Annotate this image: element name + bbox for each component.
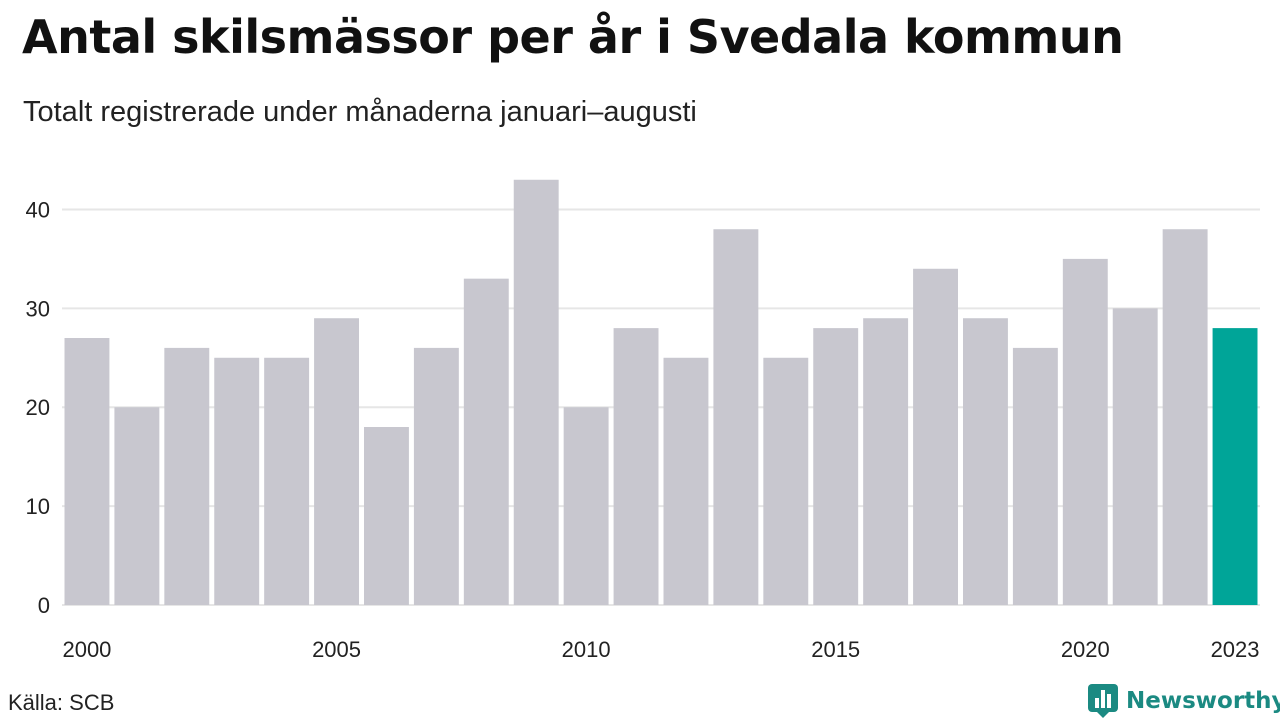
bar-2015	[813, 328, 859, 605]
bar-2010	[563, 407, 609, 605]
x-tick-label: 2005	[312, 637, 361, 662]
bar-2021	[1112, 308, 1158, 605]
chart-subtitle: Totalt registrerade under månaderna janu…	[23, 96, 697, 128]
y-tick-label: 40	[26, 197, 50, 222]
bar-2006	[364, 427, 409, 605]
bar-2008	[463, 278, 509, 605]
newsworthy-brand: Newsworthy	[1088, 684, 1280, 718]
bar-2018	[963, 318, 1008, 605]
x-tick-label: 2020	[1061, 637, 1110, 662]
bar-2014	[763, 357, 809, 605]
brand-name: Newsworthy	[1126, 688, 1280, 714]
bar-2020	[1062, 258, 1108, 605]
bar-2002	[164, 347, 210, 605]
bar-2011	[613, 328, 659, 605]
bar-2004	[264, 357, 310, 605]
bar-2022	[1162, 229, 1208, 605]
x-tick-label: 2023	[1211, 637, 1260, 662]
bar-2000	[64, 338, 110, 605]
source-note: Källa: SCB	[8, 690, 115, 715]
bar-2007	[413, 347, 459, 605]
bar-2016	[863, 318, 909, 605]
x-tick-label: 2010	[562, 637, 611, 662]
y-tick-label: 0	[38, 593, 50, 618]
bar-2012	[663, 357, 709, 605]
y-tick-label: 10	[26, 494, 50, 519]
bar-2013	[713, 229, 759, 605]
y-tick-label: 30	[26, 296, 50, 321]
y-tick-label: 20	[26, 395, 50, 420]
chart-title: Antal skilsmässor per år i Svedala kommu…	[22, 10, 1124, 64]
bar-2003	[214, 357, 260, 605]
bar-2019	[1012, 347, 1058, 605]
bar-2005	[314, 318, 359, 605]
newsworthy-logo-icon	[1088, 684, 1118, 718]
bar-2017	[913, 268, 958, 605]
x-tick-label: 2000	[62, 637, 111, 662]
bar-2023	[1212, 328, 1258, 605]
bar-2009	[513, 179, 559, 605]
x-tick-label: 2015	[811, 637, 860, 662]
bar-2001	[114, 407, 160, 605]
